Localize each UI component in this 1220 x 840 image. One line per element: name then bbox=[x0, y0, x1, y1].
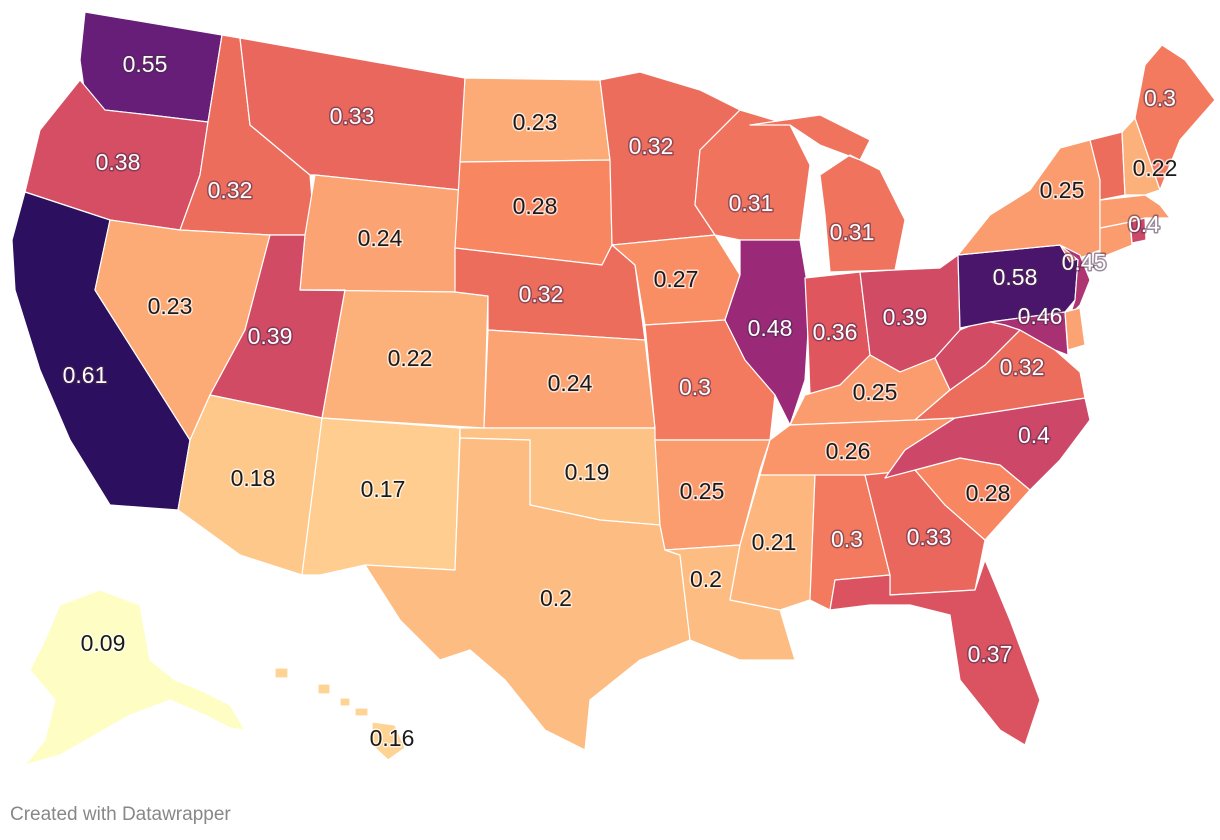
label-mo: 0.3 bbox=[679, 374, 711, 400]
state-vt[interactable] bbox=[1089, 131, 1126, 201]
label-ri: 0.4 bbox=[1128, 211, 1160, 237]
state-il[interactable] bbox=[724, 239, 811, 426]
label-id: 0.32 bbox=[208, 177, 253, 203]
label-mn: 0.32 bbox=[629, 133, 674, 159]
label-ia: 0.27 bbox=[654, 266, 699, 292]
label-md: 0.46 bbox=[1018, 303, 1063, 329]
state-fl[interactable] bbox=[829, 559, 1041, 746]
label-ok: 0.19 bbox=[565, 459, 610, 485]
label-nm: 0.17 bbox=[361, 476, 406, 502]
label-oh: 0.39 bbox=[883, 304, 928, 330]
state-hi[interactable] bbox=[274, 667, 406, 761]
label-wy: 0.24 bbox=[358, 225, 403, 251]
label-co: 0.22 bbox=[388, 345, 433, 371]
state-mi[interactable] bbox=[749, 114, 906, 273]
label-va: 0.32 bbox=[1000, 354, 1045, 380]
label-sc: 0.28 bbox=[966, 480, 1011, 506]
label-la: 0.2 bbox=[690, 566, 722, 592]
label-me: 0.3 bbox=[1144, 85, 1176, 111]
label-ar: 0.25 bbox=[680, 478, 725, 504]
state-me[interactable] bbox=[1134, 44, 1216, 191]
label-in: 0.36 bbox=[813, 319, 858, 345]
label-fl: 0.37 bbox=[968, 641, 1013, 667]
label-nc: 0.4 bbox=[1018, 422, 1050, 448]
label-ca: 0.61 bbox=[63, 362, 108, 388]
label-ks: 0.24 bbox=[548, 370, 593, 396]
state-ma[interactable] bbox=[1099, 194, 1171, 229]
state-de[interactable] bbox=[1064, 307, 1086, 351]
value-labels: 0.55 0.38 0.61 0.32 0.23 0.33 0.24 0.39 … bbox=[61, 50, 1179, 753]
state-tx[interactable] bbox=[364, 437, 691, 751]
label-sd: 0.28 bbox=[513, 193, 558, 219]
label-ut: 0.39 bbox=[248, 323, 293, 349]
label-ak: 0.09 bbox=[81, 630, 126, 656]
label-tx: 0.2 bbox=[540, 585, 572, 611]
label-or: 0.38 bbox=[96, 149, 141, 175]
label-ky: 0.25 bbox=[853, 379, 898, 405]
label-al: 0.3 bbox=[831, 526, 863, 552]
state-ak[interactable] bbox=[24, 589, 246, 766]
datawrapper-credit: Created with Datawrapper bbox=[10, 804, 231, 825]
label-pa: 0.58 bbox=[993, 264, 1038, 290]
label-ny: 0.25 bbox=[1040, 177, 1085, 203]
label-ms: 0.21 bbox=[752, 529, 797, 555]
label-il: 0.48 bbox=[748, 315, 793, 341]
label-nh: 0.22 bbox=[1133, 155, 1178, 181]
label-nv: 0.23 bbox=[148, 293, 193, 319]
label-az: 0.18 bbox=[231, 465, 276, 491]
label-nd: 0.23 bbox=[513, 109, 558, 135]
label-mi: 0.31 bbox=[830, 219, 875, 245]
label-nj: 0.45 bbox=[1062, 249, 1107, 275]
label-mt: 0.33 bbox=[330, 103, 375, 129]
label-ne: 0.32 bbox=[519, 281, 564, 307]
label-tn: 0.26 bbox=[826, 438, 871, 464]
label-hi: 0.16 bbox=[370, 725, 415, 751]
label-ga: 0.33 bbox=[907, 524, 952, 550]
label-wa: 0.55 bbox=[123, 51, 168, 77]
state-nh[interactable] bbox=[1121, 117, 1161, 196]
label-wi: 0.31 bbox=[729, 190, 774, 216]
